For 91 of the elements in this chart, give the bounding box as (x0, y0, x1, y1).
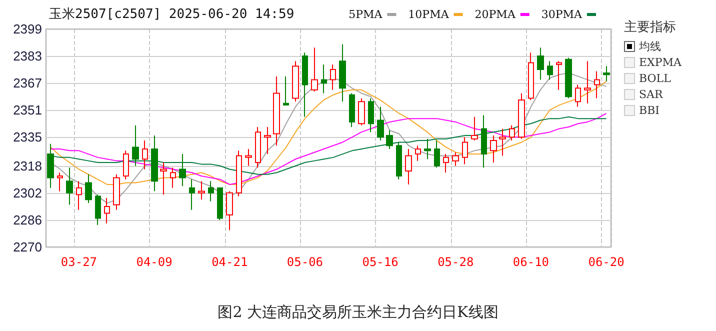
candlestick (368, 98, 374, 133)
candlestick (123, 150, 129, 180)
candlestick (434, 140, 440, 168)
candlestick (528, 52, 534, 100)
candlestick (537, 47, 544, 80)
candlestick (594, 70, 600, 99)
candlestick (245, 148, 252, 166)
candlestick (132, 124, 139, 166)
x-tick-label: 05-28 (438, 255, 474, 269)
candlestick (151, 134, 158, 192)
candlestick (179, 154, 186, 187)
x-tick-label: 05-16 (362, 255, 398, 269)
candlestick (556, 60, 562, 90)
candlestick (396, 142, 402, 180)
y-tick-label: 2383 (13, 48, 42, 64)
candlestick (509, 124, 515, 142)
text: 主要指标 (624, 19, 677, 36)
chart-title: 玉米2507[c2507] 2025-06-20 14:59 (49, 7, 294, 22)
candlestick (603, 66, 610, 82)
candlestick (471, 116, 478, 142)
x-tick-label: 06-20 (588, 255, 624, 269)
y-tick-label: 2399 (13, 22, 42, 36)
candlestick (311, 47, 318, 92)
text: BOLL (639, 72, 671, 84)
text: EXPMA (639, 56, 682, 68)
candlestick (386, 130, 393, 150)
candlestick (462, 136, 468, 165)
candlestick (255, 126, 261, 168)
candlestick (292, 60, 299, 102)
y-tick-label: 2318 (13, 158, 42, 174)
candlestick (443, 154, 449, 174)
candlestick (273, 76, 280, 146)
legend-label: 10PMA (408, 8, 450, 21)
line-series (50, 80, 607, 185)
candlestick (170, 167, 176, 188)
x-tick-label: 05-06 (286, 255, 324, 269)
candlestick (104, 197, 110, 224)
candlestick (226, 190, 233, 231)
candlestick (547, 60, 553, 80)
legend-label: 30PMA (541, 8, 584, 21)
text: BBI (639, 104, 660, 116)
candlestick (584, 60, 591, 104)
candlestick (330, 64, 336, 90)
x-tick-label: 04-21 (212, 255, 248, 269)
candlestick (208, 180, 214, 202)
candlestick (95, 194, 101, 226)
caption: 图2 大连商品交易所玉米主力合约日K线图 (216, 303, 500, 322)
y-tick-label: 2270 (13, 240, 42, 254)
candlestick (349, 92, 355, 128)
candlestick (490, 134, 497, 164)
candlestick (424, 138, 431, 160)
candlestick (452, 152, 459, 166)
text: 均线 (639, 38, 661, 54)
y-tick-label: 2286 (13, 212, 42, 228)
candlestick (377, 106, 384, 142)
candlestick (57, 172, 63, 192)
candlestick (47, 143, 54, 188)
legend-label: 5PMA (348, 8, 384, 21)
candlestick (481, 114, 487, 168)
candlestick (405, 148, 412, 185)
candlestick (358, 98, 365, 126)
candlestick (264, 126, 271, 155)
y-tick-label: 2351 (13, 102, 42, 118)
candlestick (113, 174, 120, 210)
candlestick (518, 92, 525, 140)
candlestick (66, 167, 73, 206)
candlestick (198, 180, 205, 200)
y-tick-label: 2367 (13, 76, 42, 91)
x-tick-label: 06-10 (512, 255, 550, 269)
y-tick-label: 2302 (13, 185, 42, 200)
candlestick (217, 187, 223, 220)
candlestick (339, 44, 346, 102)
x-tick-label: 04-09 (136, 255, 172, 269)
candlestick (142, 140, 148, 170)
candlestick (76, 180, 82, 210)
legend-label: 20PMA (474, 8, 516, 21)
candlestick (565, 57, 572, 99)
x-tick-label: 03-27 (60, 255, 98, 269)
candlestick (283, 76, 289, 106)
candlestick (575, 84, 581, 108)
candlestick (189, 178, 195, 210)
candlestick (415, 145, 421, 162)
candlestick (85, 174, 92, 204)
y-tick-label: 2335 (13, 130, 42, 145)
candlestick (499, 128, 506, 156)
candlestick (302, 52, 308, 118)
candlestick (321, 64, 327, 94)
candlestick (160, 162, 167, 196)
candlestick (236, 150, 242, 197)
text: SAR (639, 88, 663, 100)
line-series (50, 112, 607, 185)
